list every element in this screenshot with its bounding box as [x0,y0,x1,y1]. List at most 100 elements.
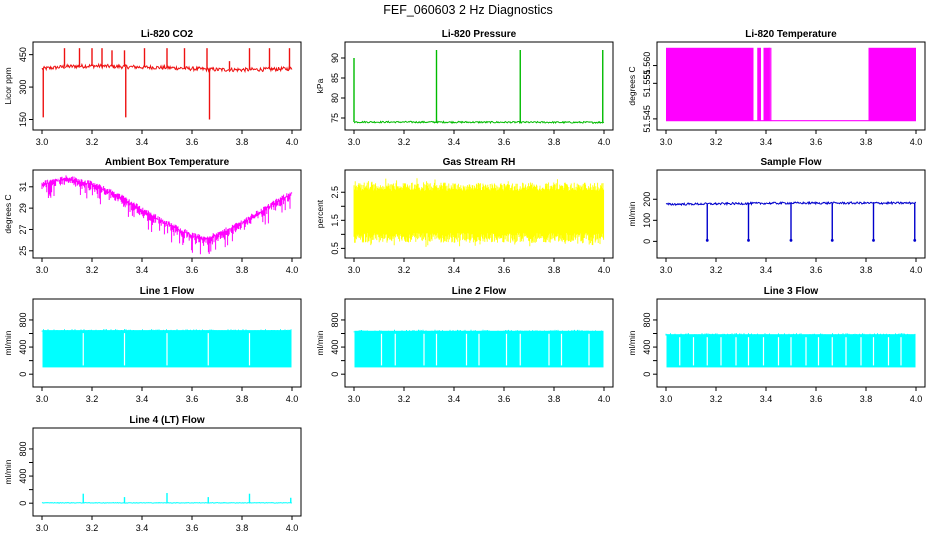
x-tick-label: 3.0 [660,394,673,404]
x-tick-label: 3.8 [236,394,249,404]
panel-title: Line 3 Flow [764,286,819,297]
y-tick-label: 800 [18,312,28,327]
panel-title: Sample Flow [760,157,821,168]
x-tick-label: 3.8 [860,265,873,275]
x-tick-label: 3.2 [710,265,723,275]
y-tick-label: 400 [642,340,652,355]
y-tick-label: 85 [330,73,340,83]
y-tick-label: 29 [18,203,28,213]
x-tick-label: 4.0 [286,394,299,404]
plot-area-temperature [666,47,916,122]
x-tick-label: 4.0 [286,265,299,275]
data-noise [41,329,292,332]
x-tick-label: 3.4 [136,394,149,404]
panel-title: Line 4 (LT) Flow [129,415,205,426]
x-tick-label: 3.2 [398,265,411,275]
x-tick-label: 4.0 [598,137,611,147]
y-tick-label: 450 [18,47,28,62]
panel-title: Gas Stream RH [443,157,516,168]
y-tick-label: 90 [330,53,340,63]
x-tick-label: 3.4 [448,137,461,147]
y-tick-label: 25 [18,246,28,256]
plot-area-line3 [665,333,916,368]
x-tick-label: 3.4 [760,394,773,404]
x-tick-label: 3.0 [36,394,49,404]
data-dip-point-0 [705,238,709,242]
panel-ambient: Ambient Box Temperature 3.0 3.2 3.4 3.6 3.8 4.… [3,157,302,275]
panel-title: Ambient Box Temperature [105,157,230,168]
x-tick-label: 3.8 [548,137,561,147]
y-axis-label: kPa [315,78,325,93]
x-tick-label: 3.4 [448,394,461,404]
x-tick-label: 3.8 [236,137,249,147]
plot-frame [344,41,614,131]
y-tick-label: 300 [18,80,28,95]
x-tick-label: 3.4 [760,137,773,147]
x-tick-label: 3.6 [810,265,823,275]
panel-line2: Line 2 Flow 3.0 3.2 3.4 3.6 3.8 4.0 0 400 800 ml/m… [315,286,614,404]
x-tick-label: 3.6 [186,137,199,147]
plot-area-line2 [353,329,604,368]
x-tick-label: 4.0 [598,394,611,404]
data-series [41,175,293,255]
panel-temperature: Li-820 Temperature 3.0 3.2 3.4 3.6 3.8 4.0 51.5… [627,29,926,147]
y-axis-label: degrees C [3,194,13,233]
plot-area-pressure [353,50,605,125]
x-tick-label: 3.0 [660,137,673,147]
x-tick-label: 3.2 [398,137,411,147]
x-tick-label: 3.0 [36,137,49,147]
x-tick-label: 3.6 [186,265,199,275]
plot-frame [656,169,926,259]
x-tick-label: 3.4 [136,137,149,147]
x-tick-label: 4.0 [910,394,923,404]
y-axis-label: ml/min [627,330,637,355]
y-tick-label: 800 [642,312,652,327]
panel-title: Line 2 Flow [452,286,507,297]
x-tick-label: 3.4 [760,265,773,275]
x-tick-label: 3.4 [136,265,149,275]
plot-area-line4 [41,493,293,504]
x-tick-label: 3.0 [36,265,49,275]
x-tick-label: 4.0 [286,137,299,147]
y-tick-label: 51.545 [642,105,652,133]
x-tick-label: 4.0 [598,265,611,275]
panel-title: Li-820 CO2 [141,29,194,40]
panel-pressure: Li-820 Pressure 3.0 3.2 3.4 3.6 3.8 4.0 75 80 85 9… [315,29,614,147]
x-tick-label: 3.6 [186,523,199,533]
y-axis-label: ml/min [315,330,325,355]
data-noise [665,333,916,336]
data-band-0 [666,47,754,121]
panel-rh: Gas Stream RH 3.0 3.2 3.4 3.6 3.8 4.0 0.5 1.5 2.5… [315,157,614,275]
plot-frame [32,427,302,517]
y-tick-label: 200 [642,192,652,207]
x-tick-label: 3.4 [448,265,461,275]
x-tick-label: 3.2 [86,394,99,404]
x-tick-label: 3.8 [860,394,873,404]
y-axis-label: ml/min [627,201,637,226]
y-axis-label: percent [315,199,325,228]
panel-grid: Li-820 CO2 3.0 3.2 3.4 3.6 3.8 4.0 150 300 450 Lic… [3,29,926,533]
x-tick-label: 3.6 [498,394,511,404]
x-tick-label: 3.0 [660,265,673,275]
y-tick-label: 800 [330,312,340,327]
data-band-1 [757,47,761,121]
plot-area-sampleflow [665,200,917,242]
x-tick-label: 3.0 [36,523,49,533]
y-tick-label: 1.5 [330,214,340,227]
x-tick-label: 3.0 [348,265,361,275]
x-tick-label: 3.8 [548,394,561,404]
panel-line3: Line 3 Flow 3.0 3.2 3.4 3.6 3.8 4.0 0 400 800 ml/m… [627,286,926,404]
figure-title: FEF_060603 2 Hz Diagnostics [383,3,553,17]
y-axis-label: ml/min [3,459,13,484]
y-tick-label: 0 [18,372,28,377]
plot-frame [656,298,926,388]
x-tick-label: 4.0 [910,265,923,275]
x-tick-label: 3.8 [548,265,561,275]
x-tick-label: 4.0 [910,137,923,147]
y-tick-label: 27 [18,224,28,234]
x-tick-label: 3.6 [810,137,823,147]
y-tick-label: 51.560 [642,52,652,80]
y-tick-label: 150 [18,112,28,127]
panel-line1: Line 1 Flow 3.0 3.2 3.4 3.6 3.8 4.0 0 400 800 ml/m… [3,286,302,404]
